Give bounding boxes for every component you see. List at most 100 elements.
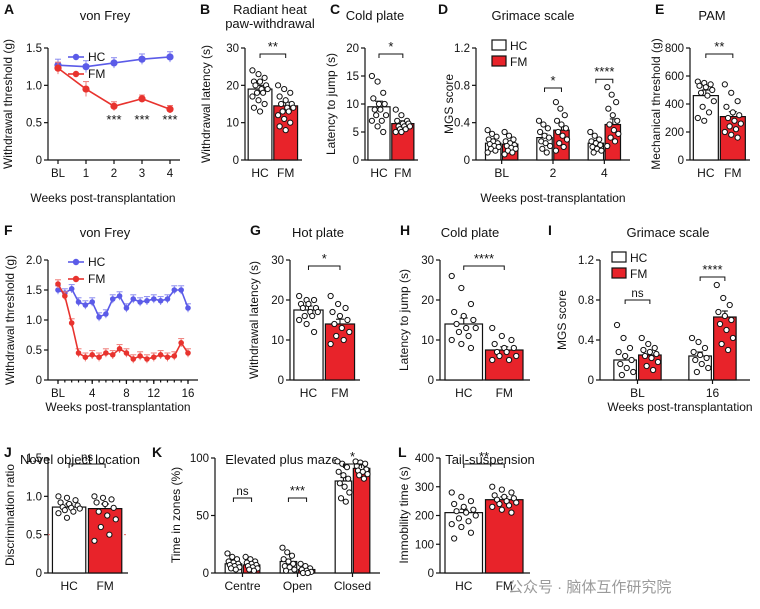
panel-J-point bbox=[97, 523, 104, 531]
panel-J-point bbox=[108, 496, 115, 503]
panel-I-point bbox=[703, 354, 710, 362]
panel-B-title-line: Radiant heat bbox=[233, 2, 307, 17]
panel-F-ytick-label: 0.5 bbox=[26, 345, 42, 357]
panel-F-fm-marker bbox=[185, 350, 191, 356]
panel-A-hc-marker bbox=[110, 59, 118, 67]
panel-F-hc-marker bbox=[68, 286, 75, 292]
panel-D-point bbox=[587, 128, 594, 136]
panel-D-point bbox=[552, 147, 560, 154]
panel-I-point bbox=[688, 334, 696, 342]
panel-F-hc-marker bbox=[75, 299, 82, 305]
panel-G-point bbox=[342, 304, 349, 312]
panel-I-point bbox=[697, 351, 704, 359]
panel-G-point bbox=[299, 304, 306, 312]
panel-G-point bbox=[314, 308, 321, 316]
panel-H-point bbox=[498, 332, 505, 340]
panel-A-ytick-label: 1.0 bbox=[26, 80, 42, 92]
panel-H-point bbox=[470, 316, 477, 324]
panel-E-xtick-label: FM bbox=[724, 166, 741, 180]
panel-J-point bbox=[91, 493, 98, 500]
panel-D-xtick-label: BL bbox=[494, 166, 509, 180]
panel-K-point bbox=[286, 564, 293, 571]
panel-C-point bbox=[381, 100, 388, 108]
panel-K-point bbox=[297, 560, 304, 567]
panel-I-sig-bracket bbox=[699, 276, 726, 281]
panel-K-label: K bbox=[152, 444, 162, 460]
panel-K-ytick-label: 50 bbox=[196, 511, 209, 523]
panel-I-point bbox=[729, 334, 737, 342]
panel-F-hc-marker bbox=[89, 299, 96, 305]
panel-E-point bbox=[702, 84, 709, 91]
panel-F-hc-marker bbox=[123, 305, 130, 311]
panel-H-point bbox=[472, 324, 479, 332]
panel-F-fm-marker bbox=[144, 356, 150, 362]
panel-D-point bbox=[606, 121, 613, 128]
panel-J-point bbox=[76, 505, 83, 512]
panel-J-point bbox=[70, 508, 77, 515]
panel-I-point bbox=[654, 358, 662, 366]
panel-B-point bbox=[282, 127, 289, 134]
panel-B-point bbox=[279, 108, 286, 115]
panel-D-ylabel: MGS score bbox=[442, 74, 456, 134]
panel-I-xtick-label: BL bbox=[630, 386, 645, 400]
panel-F-hc-marker bbox=[171, 287, 178, 293]
panel-D-point bbox=[596, 136, 603, 143]
panel-E-point bbox=[710, 98, 717, 105]
panel-I-point bbox=[721, 312, 728, 320]
panel-F-ytick-label: 1.5 bbox=[26, 285, 42, 297]
panel-I-point bbox=[720, 294, 727, 302]
panel-F-hc-marker bbox=[157, 298, 164, 304]
panel-F-fm-marker bbox=[62, 293, 68, 299]
panel-L-point bbox=[472, 512, 479, 519]
panel-L-point bbox=[465, 518, 472, 525]
panel-J-point bbox=[55, 493, 62, 500]
panel-C-point bbox=[380, 89, 387, 96]
panel-J-ylabel: Discrimination ratio bbox=[3, 464, 17, 566]
panel-G-ytick-label: 20 bbox=[271, 295, 284, 307]
panel-D-xtick-label: 2 bbox=[550, 166, 557, 180]
panel-F-fm-marker bbox=[171, 353, 178, 359]
panel-A-title: von Frey bbox=[80, 8, 131, 23]
panel-D-point bbox=[562, 125, 570, 132]
panel-B-point bbox=[253, 89, 261, 96]
panel-I-point bbox=[701, 344, 709, 352]
panel-C-sig-label: * bbox=[388, 39, 393, 54]
panel-G-point bbox=[327, 340, 334, 348]
panel-C-point bbox=[368, 117, 376, 124]
panel-I-point bbox=[698, 360, 705, 368]
panel-H-point bbox=[510, 344, 517, 352]
panel-L-point bbox=[508, 509, 515, 516]
panel-F-fm-marker bbox=[150, 354, 157, 361]
panel-D-point bbox=[604, 84, 611, 91]
panel-E-ytick-label: 0 bbox=[678, 155, 684, 167]
panel-L-point bbox=[470, 506, 477, 513]
panel-B-point bbox=[276, 123, 283, 130]
panel-J-point bbox=[63, 514, 71, 521]
panel-C-point bbox=[398, 128, 405, 136]
panel-D-point bbox=[561, 112, 568, 119]
panel-A-hc-marker bbox=[138, 55, 146, 63]
panel-A-ytick-label: 1.5 bbox=[26, 43, 42, 55]
panel-K-ytick-label: 0 bbox=[203, 568, 209, 580]
panel-E-sig-label: ** bbox=[714, 39, 724, 54]
panel-C-ytick-label: 0 bbox=[353, 155, 359, 167]
panel-I-sig-label: **** bbox=[702, 262, 722, 277]
panel-J-point bbox=[104, 512, 111, 519]
panel-C-ytick-label: 20 bbox=[346, 43, 359, 55]
panel-I-point bbox=[653, 350, 660, 358]
panel-G-label: G bbox=[250, 222, 261, 238]
panel-B-point bbox=[276, 93, 283, 100]
panel-H-title: Cold plate bbox=[441, 225, 500, 240]
panel-H-point bbox=[513, 352, 520, 360]
panel-L-point bbox=[463, 509, 470, 516]
panel-F-fm-marker bbox=[103, 350, 109, 356]
panel-E-point bbox=[694, 114, 701, 122]
panel-A-ytick-label: 0.5 bbox=[26, 118, 42, 130]
panel-K-point bbox=[343, 464, 351, 471]
panel-I-point bbox=[628, 356, 635, 364]
panel-K-point bbox=[279, 544, 286, 551]
panel-J-point bbox=[55, 510, 62, 517]
panel-E-bar-hc bbox=[692, 94, 719, 161]
panel-D-point bbox=[543, 149, 550, 156]
panel-K-sig-bracket bbox=[342, 463, 363, 468]
